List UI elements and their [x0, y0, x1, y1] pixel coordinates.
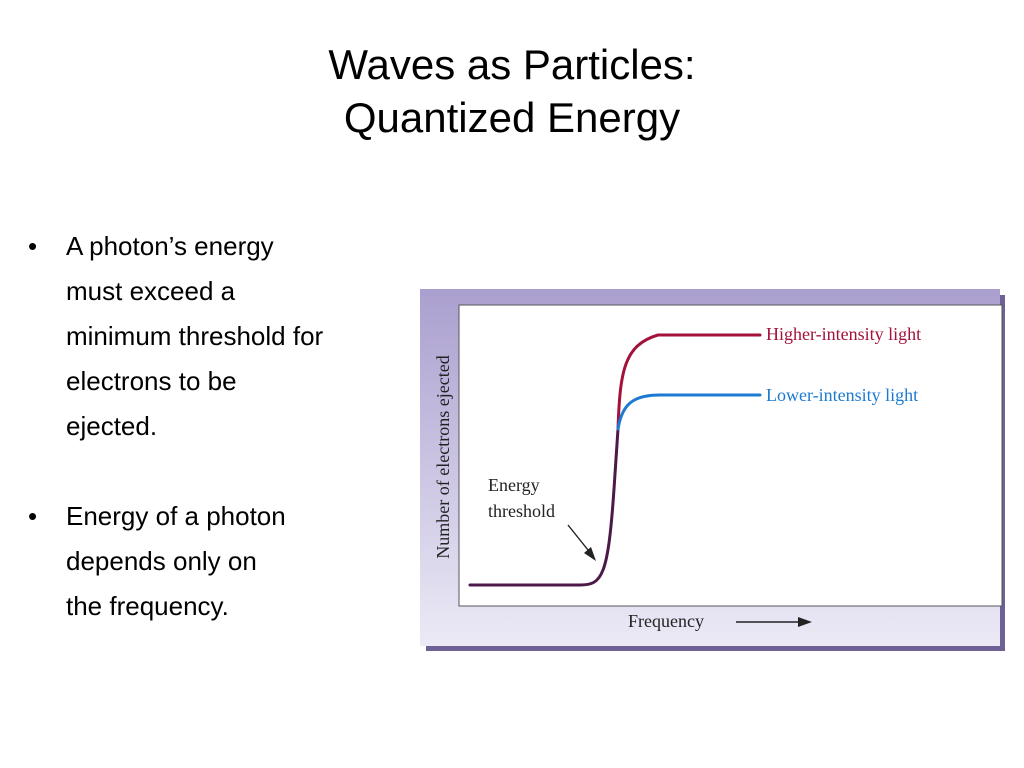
title-line-2: Quantized Energy [343, 94, 681, 141]
bullet-marker: • [28, 231, 38, 261]
y-axis-label: Number of electrons ejected [433, 355, 453, 558]
series-line-higher-intensity [616, 333, 762, 431]
bullet-line: A photon’s energy [66, 231, 274, 261]
x-axis-arrow-head [798, 617, 812, 627]
bullet-line: Energy of a photon [66, 501, 286, 531]
figure-svg: Number of electrons ejected Higher-inten… [420, 289, 1005, 651]
series-label-lower-intensity: Lower-intensity light [766, 385, 918, 405]
bullet-line: must exceed a [66, 276, 236, 306]
title-line-1: Waves as Particles: [328, 41, 696, 88]
annotation-line-1: Energy [488, 475, 540, 495]
bullet-line: depends only on [66, 546, 257, 576]
annotation-line-2: threshold [488, 501, 555, 521]
bullet-line: ejected. [66, 411, 158, 441]
slide-title: Waves as Particles: Quantized Energy [0, 38, 1024, 144]
bullet-item: • A photon’s energy must exceed a minimu… [28, 224, 398, 449]
photoelectric-figure: Number of electrons ejected Higher-inten… [420, 289, 1005, 651]
bullet-line: the frequency. [66, 591, 229, 621]
x-axis-label: Frequency [628, 611, 704, 631]
bullet-marker: • [28, 501, 38, 531]
threshold-curve [468, 427, 620, 587]
series-label-higher-intensity: Higher-intensity light [766, 324, 921, 344]
series-line-lower-intensity [616, 393, 762, 431]
bullet-line: electrons to be [66, 366, 237, 396]
annotation-arrow-head [584, 547, 596, 561]
bullet-list: • A photon’s energy must exceed a minimu… [28, 224, 398, 629]
plot-area [458, 304, 1003, 607]
bullet-item: • Energy of a photon depends only on the… [28, 494, 398, 629]
bullet-line: minimum threshold for [66, 321, 324, 351]
